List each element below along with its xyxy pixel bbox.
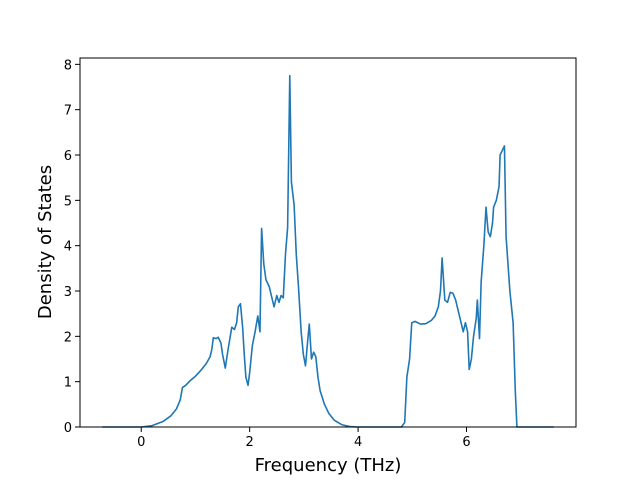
x-tick-label: 2 [246,435,254,450]
y-tick-label: 8 [64,58,72,73]
y-axis-label: Density of States [35,165,56,319]
y-tick-label: 4 [64,240,72,255]
x-tick-label: 6 [462,435,470,450]
x-tick-label: 4 [354,435,362,450]
x-tick-label: 0 [137,435,145,450]
y-tick-label: 2 [64,330,72,345]
y-tick-label: 7 [64,104,72,119]
x-axis-label: Frequency (THz) [255,455,402,476]
plot-frame [79,57,577,428]
y-tick-label: 3 [64,285,72,300]
y-tick-label: 5 [64,194,72,209]
y-tick-label: 0 [64,421,72,436]
y-tick-label: 1 [64,376,72,391]
dos-line [102,74,554,428]
y-tick-label: 6 [64,149,72,164]
